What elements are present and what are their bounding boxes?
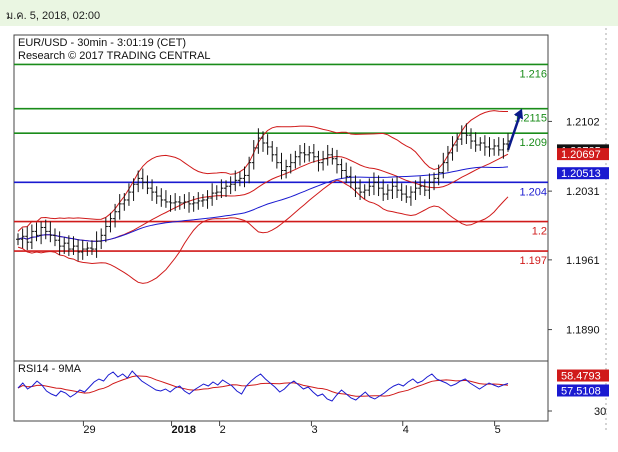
- chart-subtitle: Research © 2017 TRADING CENTRAL: [18, 50, 211, 62]
- level-label-4: 1.2: [532, 226, 547, 238]
- axes-layer: 1.21021.20311.19611.18901.207251.206971.…: [82, 116, 609, 436]
- price-badge-label-2: 1.20513: [561, 168, 601, 180]
- level-label-2: 1.209: [519, 137, 547, 149]
- rsi-badge-1: [557, 384, 609, 397]
- rsi-ma-line: [17, 375, 509, 397]
- price-tick-label-1: 1.2031: [566, 186, 600, 198]
- chart-title: EUR/USD - 30min - 3:01:19 (CET): [18, 37, 186, 49]
- price-tick-label-3: 1.1890: [566, 325, 600, 337]
- top-bar: ม.ค. 5, 2018, 02:00: [0, 0, 618, 26]
- price-badge-2: [557, 167, 609, 180]
- datetime-label: ม.ค. 5, 2018, 02:00: [6, 10, 101, 22]
- time-tick-label-3: 3: [311, 424, 317, 436]
- price-badge-label-1: 1.20697: [561, 149, 601, 161]
- time-tick-label-4: 4: [403, 424, 409, 436]
- chart-frame: [13, 34, 549, 422]
- price-badge-1: [557, 148, 609, 161]
- time-tick-label-1: 2018: [172, 424, 196, 436]
- rsi-tick-label-0: 30: [594, 406, 606, 418]
- lower-band-line: [17, 179, 509, 284]
- forecast-arrow-head: [514, 108, 523, 120]
- rsi-lines: [17, 370, 509, 402]
- rsi-badge-label-1: 57.5108: [561, 385, 601, 397]
- price-bars: [16, 123, 510, 261]
- rsi-badge-0: [557, 369, 609, 382]
- level-label-3: 1.204: [519, 186, 547, 198]
- rsi-title: RSI14 - 9MA: [18, 363, 82, 375]
- forecast-arrow-line: [506, 114, 522, 151]
- level-label-0: 1.216: [519, 68, 547, 80]
- price-tick-label-0: 1.2102: [566, 116, 600, 128]
- time-tick-label-0: 29: [83, 424, 95, 436]
- price-tick-label-2: 1.1961: [566, 255, 600, 267]
- time-tick-label-5: 5: [495, 424, 501, 436]
- rsi-line: [17, 370, 509, 402]
- rsi-badge-label-0: 58.4793: [561, 371, 601, 383]
- time-tick-label-2: 2: [220, 424, 226, 436]
- level-label-5: 1.197: [519, 255, 547, 267]
